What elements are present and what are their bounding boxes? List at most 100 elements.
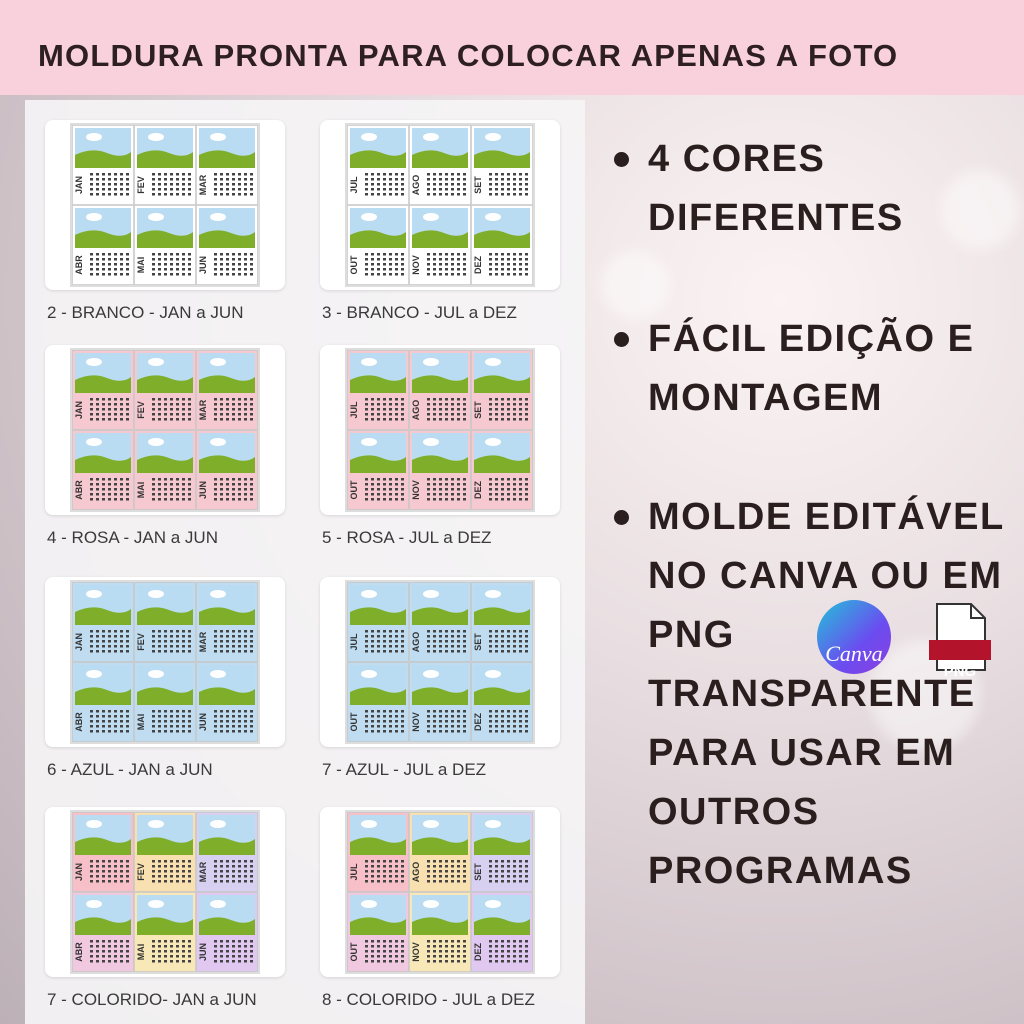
date-dot [389,710,392,713]
date-dot [226,640,229,643]
date-dot [96,403,99,406]
date-dot [377,960,380,963]
date-dot [232,725,235,728]
date-dot [507,955,510,958]
date-dot [427,483,430,486]
photo-hill [199,837,255,855]
photo-hill [474,607,530,625]
date-dot [250,263,253,266]
date-dot [389,408,392,411]
date-dot [389,645,392,648]
date-dot [220,710,223,713]
date-dot [401,193,404,196]
date-dot [495,258,498,261]
date-dot [371,720,374,723]
date-dot [457,403,460,406]
date-dot [383,193,386,196]
date-dot [383,870,386,873]
month-label: JUN [198,481,208,499]
date-dot [90,630,93,633]
photo-hill [474,687,530,705]
date-dot [152,650,155,653]
date-dot [501,173,504,176]
date-dot [439,478,442,481]
date-dot [90,715,93,718]
date-dot [164,188,167,191]
date-dot [164,413,167,416]
date-dot [377,950,380,953]
date-dot [244,413,247,416]
date-dot [244,483,247,486]
date-dot [463,870,466,873]
date-dot [525,178,528,181]
date-dot [427,493,430,496]
date-dot [401,730,404,733]
date-dot [214,183,217,186]
date-dot [395,413,398,416]
date-dot [401,635,404,638]
date-dot [519,408,522,411]
date-dot [457,408,460,411]
date-dot [188,498,191,501]
date-dot [96,945,99,948]
date-dot [126,188,129,191]
date-dot [457,498,460,501]
date-dot [108,955,111,958]
date-dot [439,188,442,191]
date-dot [389,650,392,653]
date-dot [389,403,392,406]
date-dot [457,493,460,496]
date-dot [427,488,430,491]
date-dot [232,860,235,863]
date-dot [220,253,223,256]
date-dot [445,273,448,276]
date-dot [463,258,466,261]
date-dot [164,418,167,421]
date-dot [383,403,386,406]
date-dot [164,488,167,491]
date-dot [96,960,99,963]
date-dot [519,645,522,648]
date-dot [427,725,430,728]
date-dot [507,413,510,416]
date-dot [451,188,454,191]
date-dot [463,875,466,878]
date-dot [495,493,498,496]
date-dot [501,710,504,713]
date-dot [188,178,191,181]
cloud [86,358,102,366]
photo-hill [199,375,255,393]
date-dot [389,865,392,868]
date-dot [176,730,179,733]
date-dot [395,258,398,261]
date-dot [182,273,185,276]
date-dot [433,645,436,648]
canva-logo: Canva [816,599,891,674]
date-dot [525,493,528,496]
date-dot [250,870,253,873]
date-dot [108,493,111,496]
date-dot [96,408,99,411]
date-dot [439,940,442,943]
date-dot [96,178,99,181]
date-dot [501,193,504,196]
date-dot [427,640,430,643]
date-dot [244,258,247,261]
date-dot [401,418,404,421]
date-dot [238,193,241,196]
date-dot [164,178,167,181]
date-dot [114,860,117,863]
date-dot [513,870,516,873]
date-dot [445,635,448,638]
date-dot [158,645,161,648]
date-dot [96,268,99,271]
date-dot [164,870,167,873]
date-dot [170,263,173,266]
date-dot [513,635,516,638]
date-dot [232,258,235,261]
date-dot [152,640,155,643]
date-dot [451,483,454,486]
date-dot [214,870,217,873]
date-dot [427,875,430,878]
date-dot [188,483,191,486]
